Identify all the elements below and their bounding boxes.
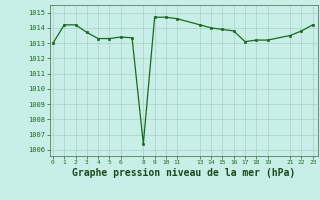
- X-axis label: Graphe pression niveau de la mer (hPa): Graphe pression niveau de la mer (hPa): [72, 168, 296, 178]
